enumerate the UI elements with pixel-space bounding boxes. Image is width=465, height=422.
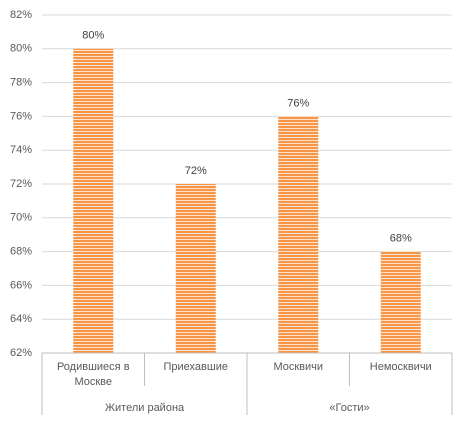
bar	[73, 48, 114, 354]
value-label: 72%	[185, 165, 207, 177]
y-tick-label: 74%	[10, 144, 32, 156]
x-tick-label-box: Немосквичи	[369, 361, 432, 373]
value-label: 80%	[82, 30, 104, 42]
x-tick-label-box: Москвичи	[273, 361, 324, 373]
x-tick-label-box: Родившиеся в Москве	[56, 361, 130, 388]
x-tick-label: Приехавшие	[163, 361, 228, 373]
y-tick-label: 82%	[10, 9, 32, 21]
bar	[380, 251, 421, 353]
x-tick-label: Родившиеся в Москве	[56, 361, 130, 388]
x-tick-label: Москвичи	[273, 361, 324, 373]
x-tick-label: Немосквичи	[369, 361, 432, 373]
y-tick-label: 70%	[10, 212, 32, 224]
group-label: «Гости»	[329, 402, 369, 414]
y-tick-label: 72%	[10, 178, 32, 190]
y-tick-label: 66%	[10, 279, 32, 291]
x-tick-label-box: Приехавшие	[163, 361, 228, 373]
y-tick-label: 76%	[10, 110, 32, 122]
y-tick-label: 68%	[10, 246, 32, 258]
bar	[278, 116, 319, 354]
y-tick-label: 78%	[10, 77, 32, 89]
y-tick-label: 80%	[10, 43, 32, 55]
value-label: 76%	[287, 97, 309, 109]
value-label: 68%	[390, 233, 412, 245]
group-label: Жители района	[105, 402, 185, 414]
y-tick-label: 62%	[10, 347, 32, 359]
y-tick-label: 64%	[10, 313, 32, 325]
bar	[175, 184, 216, 353]
